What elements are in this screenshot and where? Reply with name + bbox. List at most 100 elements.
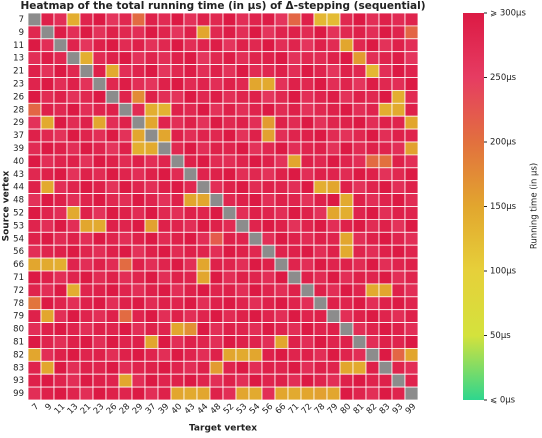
cell	[79, 335, 94, 349]
cell	[248, 193, 263, 207]
cell	[183, 180, 198, 194]
cell	[274, 12, 289, 27]
cell	[105, 51, 120, 66]
x-tick-label: 99	[404, 402, 419, 417]
cell	[27, 167, 42, 182]
cell	[261, 206, 276, 220]
cell	[27, 322, 42, 336]
cell	[196, 335, 211, 349]
cell	[404, 270, 419, 285]
cell	[118, 257, 133, 272]
cell	[287, 360, 302, 375]
cell	[274, 102, 289, 117]
cell	[170, 296, 185, 311]
cell	[248, 231, 263, 246]
cell	[404, 296, 419, 311]
cell	[157, 257, 172, 272]
cell	[313, 25, 328, 40]
cell	[157, 231, 172, 246]
cell	[404, 64, 419, 78]
cell	[352, 309, 367, 324]
cell	[300, 128, 315, 143]
cell	[183, 38, 198, 53]
cell	[261, 386, 276, 401]
cell	[40, 38, 55, 53]
cell	[105, 206, 120, 220]
cell	[339, 360, 354, 375]
cell	[300, 38, 315, 53]
cell	[92, 115, 107, 130]
cell	[170, 386, 185, 401]
cell	[287, 206, 302, 220]
cell	[378, 231, 393, 246]
cell	[391, 141, 406, 156]
cell	[248, 38, 263, 53]
cell	[222, 335, 237, 349]
cell	[105, 373, 120, 388]
cell	[209, 12, 224, 27]
cell	[53, 154, 68, 169]
cell	[79, 115, 94, 130]
cell	[222, 51, 237, 66]
cell	[53, 25, 68, 40]
cell	[209, 38, 224, 53]
cell	[170, 322, 185, 336]
cell	[66, 12, 81, 27]
cell	[222, 218, 237, 233]
cell	[326, 38, 341, 53]
cell	[183, 128, 198, 143]
y-tick-label: 28	[13, 105, 24, 115]
cell	[378, 38, 393, 53]
cell	[53, 283, 68, 298]
cell	[66, 296, 81, 311]
cell	[222, 360, 237, 375]
cell	[53, 206, 68, 220]
cell	[261, 77, 276, 91]
cell	[365, 102, 380, 117]
cell	[118, 115, 133, 130]
cell	[326, 115, 341, 130]
cell	[261, 231, 276, 246]
cell	[326, 296, 341, 311]
cell	[287, 244, 302, 259]
cell	[300, 360, 315, 375]
cell	[235, 38, 250, 53]
cell	[391, 90, 406, 104]
cell	[352, 373, 367, 388]
cell	[157, 64, 172, 78]
cell	[66, 347, 81, 362]
cell	[170, 102, 185, 117]
cell	[92, 193, 107, 207]
cell	[92, 335, 107, 349]
cell	[300, 180, 315, 194]
cell	[118, 218, 133, 233]
cell	[326, 231, 341, 246]
cell	[248, 270, 263, 285]
cell	[352, 180, 367, 194]
cell	[79, 296, 94, 311]
cell	[248, 283, 263, 298]
cell	[209, 386, 224, 401]
cell	[248, 296, 263, 311]
cell	[157, 373, 172, 388]
cell	[391, 257, 406, 272]
cell	[157, 102, 172, 117]
cell	[313, 270, 328, 285]
cell	[131, 90, 146, 104]
cell	[248, 51, 263, 66]
cell	[170, 206, 185, 220]
y-tick-label: 82	[13, 350, 24, 360]
cell	[352, 77, 367, 91]
cell	[287, 347, 302, 362]
cell	[92, 64, 107, 78]
cell	[144, 360, 159, 375]
cell	[365, 77, 380, 91]
cell	[196, 296, 211, 311]
cell	[365, 322, 380, 336]
cell	[339, 51, 354, 66]
cell	[274, 270, 289, 285]
cell	[79, 322, 94, 336]
cell	[196, 193, 211, 207]
cell	[53, 193, 68, 207]
cell	[248, 25, 263, 40]
